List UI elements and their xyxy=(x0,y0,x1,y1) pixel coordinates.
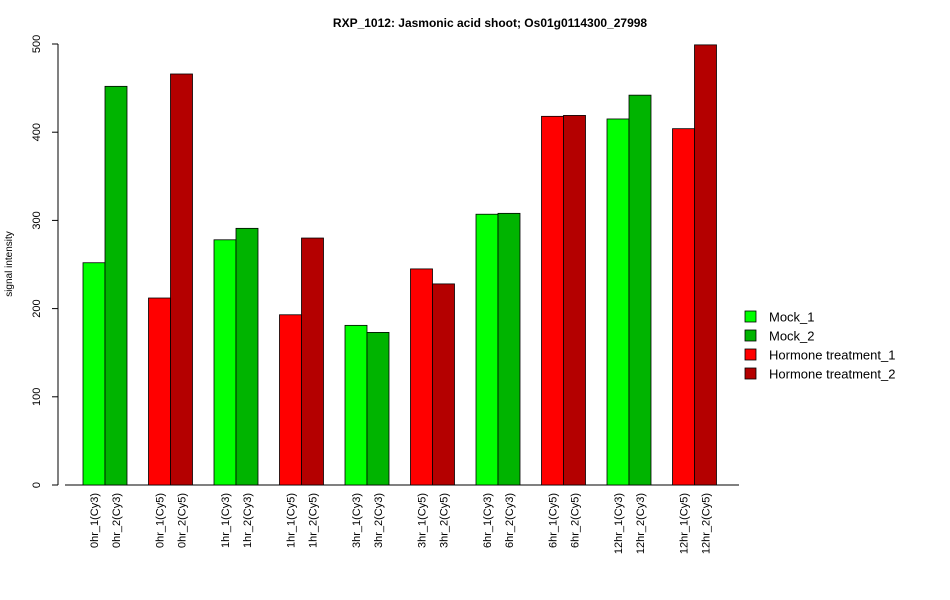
bar xyxy=(563,115,586,486)
y-axis: 0 100 200 300 400 500 xyxy=(31,35,59,488)
bar xyxy=(82,262,106,486)
chart-title: RXP_1012: Jasmonic acid shoot; Os01g0114… xyxy=(333,16,648,30)
x-tick-label: 12hr_2(Cy3) xyxy=(635,493,647,554)
bar xyxy=(432,283,455,486)
y-tick-label: 500 xyxy=(31,35,43,53)
bars-layer xyxy=(82,44,717,486)
y-tick-label: 100 xyxy=(31,388,43,406)
bar xyxy=(301,237,324,486)
x-tick-label: 6hr_1(Cy5) xyxy=(548,493,560,548)
x-tick-label: 1hr_2(Cy5) xyxy=(308,493,320,548)
x-tick-label: 1hr_1(Cy3) xyxy=(220,493,232,548)
bar xyxy=(694,44,717,486)
x-tick-label: 3hr_2(Cy3) xyxy=(373,493,385,548)
x-tick-label: 0hr_2(Cy3) xyxy=(111,493,123,548)
x-tick-labels: 0hr_1(Cy3) 0hr_2(Cy3) 0hr_1(Cy5) 0hr_2(Cy5)… xyxy=(89,493,713,554)
x-tick-label: 1hr_1(Cy5) xyxy=(286,493,298,548)
x-tick-label: 12hr_1(Cy3) xyxy=(613,493,625,554)
y-tick-label: 0 xyxy=(31,482,43,488)
bar xyxy=(104,85,128,486)
x-tick-label: 3hr_1(Cy3) xyxy=(351,493,363,548)
bar xyxy=(672,128,695,486)
x-tick-label: 6hr_2(Cy5) xyxy=(570,493,582,548)
x-tick-label: 12hr_2(Cy5) xyxy=(701,493,713,554)
legend-swatch xyxy=(744,329,757,342)
x-tick-label: 3hr_2(Cy5) xyxy=(439,493,451,548)
bar xyxy=(628,94,652,486)
legend-label: Hormone treatment_2 xyxy=(769,367,895,382)
bar xyxy=(410,268,433,486)
bar xyxy=(475,213,499,486)
y-tick-label: 200 xyxy=(31,299,43,317)
x-tick-label: 0hr_1(Cy5) xyxy=(155,493,167,548)
y-tick-label: 300 xyxy=(31,211,43,229)
x-tick-label: 6hr_2(Cy3) xyxy=(504,493,516,548)
y-axis-label: signal intensity xyxy=(4,231,15,297)
bar xyxy=(279,314,302,486)
legend-label: Mock_2 xyxy=(769,329,815,344)
x-tick-label: 12hr_1(Cy5) xyxy=(679,493,691,554)
bar xyxy=(213,239,237,486)
bar xyxy=(235,227,259,486)
legend-swatch xyxy=(744,310,757,323)
legend: Mock_1 Mock_2 Hormone treatment_1 Hormone t… xyxy=(744,310,895,382)
bar xyxy=(344,324,368,486)
legend-swatch xyxy=(744,367,757,380)
x-tick-label: 0hr_1(Cy3) xyxy=(89,493,101,548)
x-tick-label: 6hr_1(Cy3) xyxy=(482,493,494,548)
legend-label: Hormone treatment_1 xyxy=(769,348,895,363)
bar xyxy=(148,297,171,486)
bar xyxy=(170,73,193,486)
x-tick-label: 3hr_1(Cy5) xyxy=(417,493,429,548)
bar xyxy=(606,118,630,486)
bar xyxy=(541,115,564,486)
legend-label: Mock_1 xyxy=(769,310,815,325)
y-tick-label: 400 xyxy=(31,123,43,141)
x-tick-label: 0hr_2(Cy5) xyxy=(177,493,189,548)
bar xyxy=(366,332,390,486)
x-tick-label: 1hr_2(Cy3) xyxy=(242,493,254,548)
bar xyxy=(497,212,521,486)
legend-swatch xyxy=(744,348,757,361)
